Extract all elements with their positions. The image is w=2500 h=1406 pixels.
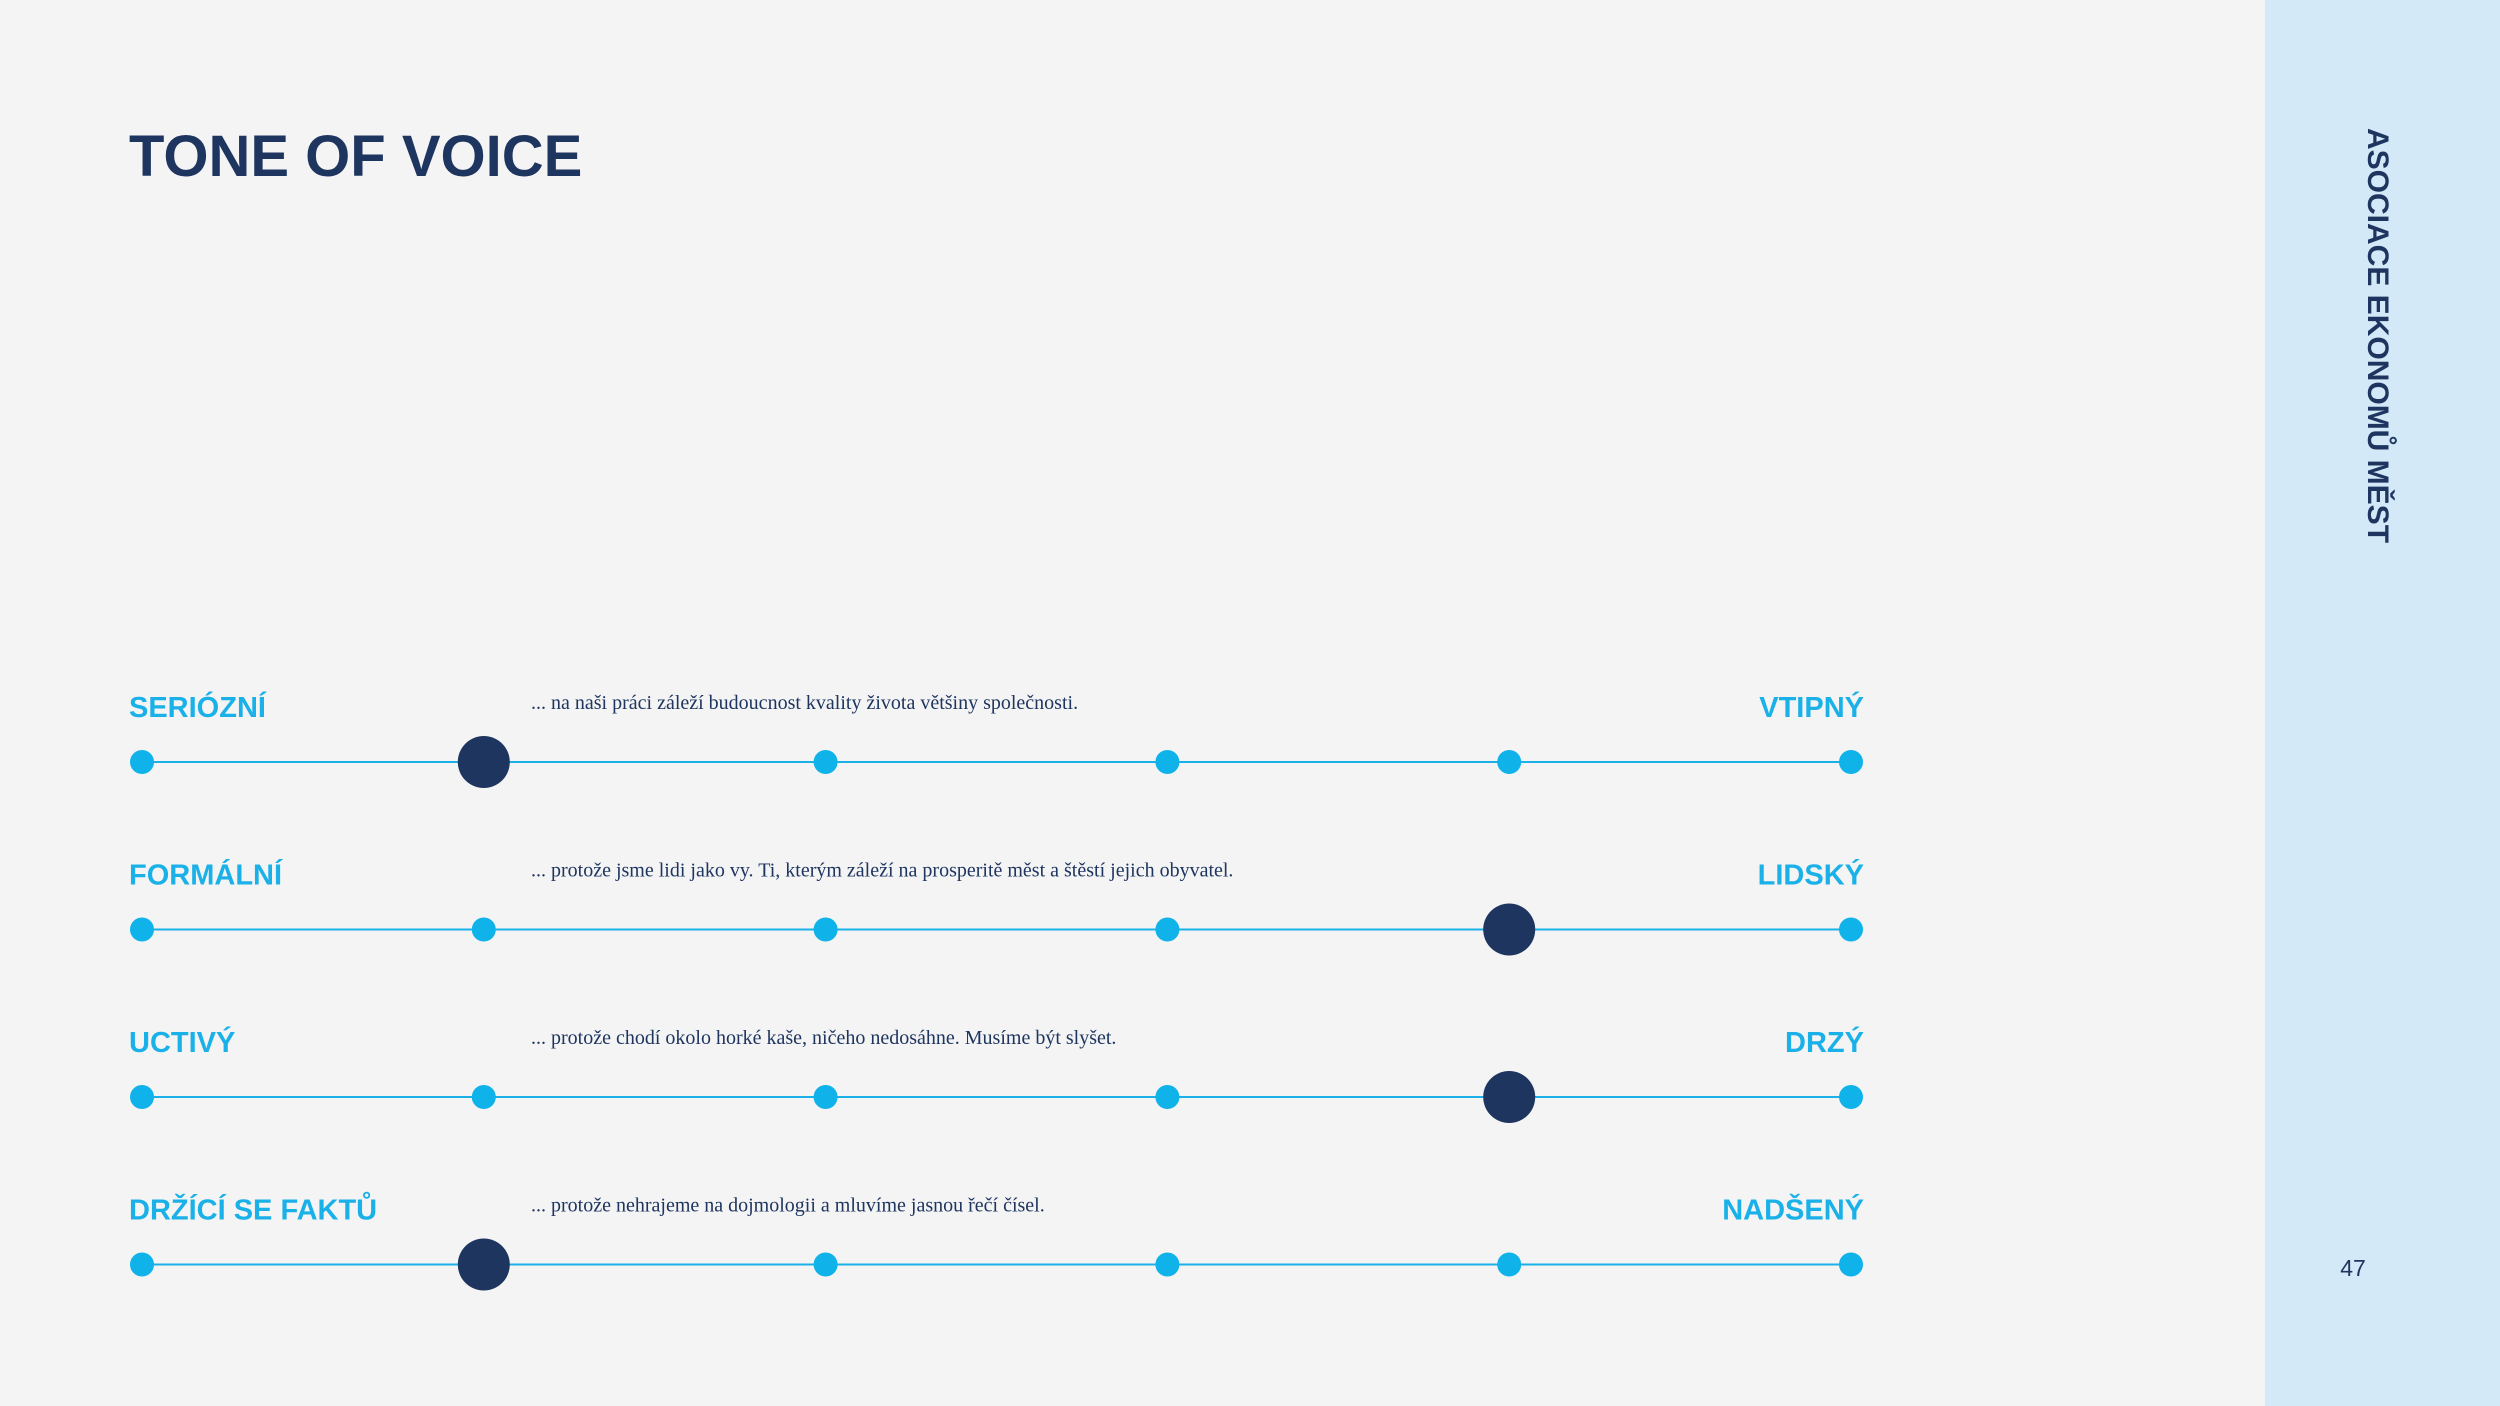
- description: ... na naši práci záleží budoucnost kval…: [531, 692, 1078, 714]
- sidebar: [2265, 0, 2500, 1406]
- dot: [130, 1085, 154, 1109]
- dot: [813, 917, 838, 942]
- description: ... protože nehrajeme na dojmologii a ml…: [531, 1195, 1045, 1217]
- dot: [1155, 917, 1180, 942]
- left-label: FORMÁLNÍ: [129, 858, 283, 892]
- dot: [130, 1252, 154, 1277]
- dot: [471, 1085, 496, 1109]
- selected-dot: [1483, 1071, 1536, 1123]
- dot: [1839, 1085, 1863, 1109]
- description: ... protože chodí okolo horké kaše, niče…: [531, 1027, 1116, 1049]
- right-label: VTIPNÝ: [1759, 690, 1864, 724]
- right-label: DRZÝ: [1785, 1025, 1864, 1059]
- dot: [1497, 1252, 1522, 1277]
- description: ... protože jsme lidi jako vy. Ti, který…: [531, 860, 1233, 882]
- selected-dot: [457, 736, 510, 788]
- dot: [813, 750, 838, 774]
- background: [0, 0, 2265, 1406]
- dot: [813, 1252, 838, 1277]
- selected-dot: [1483, 903, 1536, 956]
- dot: [1839, 1252, 1863, 1277]
- dot: [471, 917, 496, 942]
- title: TONE OF VOICE: [129, 124, 582, 189]
- dot: [1839, 750, 1863, 774]
- dot: [1155, 1252, 1180, 1277]
- dot: [1155, 750, 1180, 774]
- dot: [1155, 1085, 1180, 1109]
- right-label: NADŠENÝ: [1722, 1193, 1864, 1227]
- page-number: 47: [2340, 1255, 2366, 1281]
- dot: [130, 750, 154, 774]
- sidebar-text: ASOCIACE EKONOMŮ MĚST: [2361, 128, 2397, 543]
- selected-dot: [457, 1238, 510, 1291]
- dot: [1497, 750, 1522, 774]
- left-label: DRŽÍCÍ SE FAKTŮ: [129, 1191, 377, 1227]
- dot: [130, 917, 154, 942]
- dot: [1839, 917, 1863, 942]
- dot: [813, 1085, 838, 1109]
- left-label: UCTIVÝ: [129, 1025, 235, 1059]
- left-label: SERIÓZNÍ: [129, 690, 267, 724]
- right-label: LIDSKÝ: [1758, 858, 1864, 892]
